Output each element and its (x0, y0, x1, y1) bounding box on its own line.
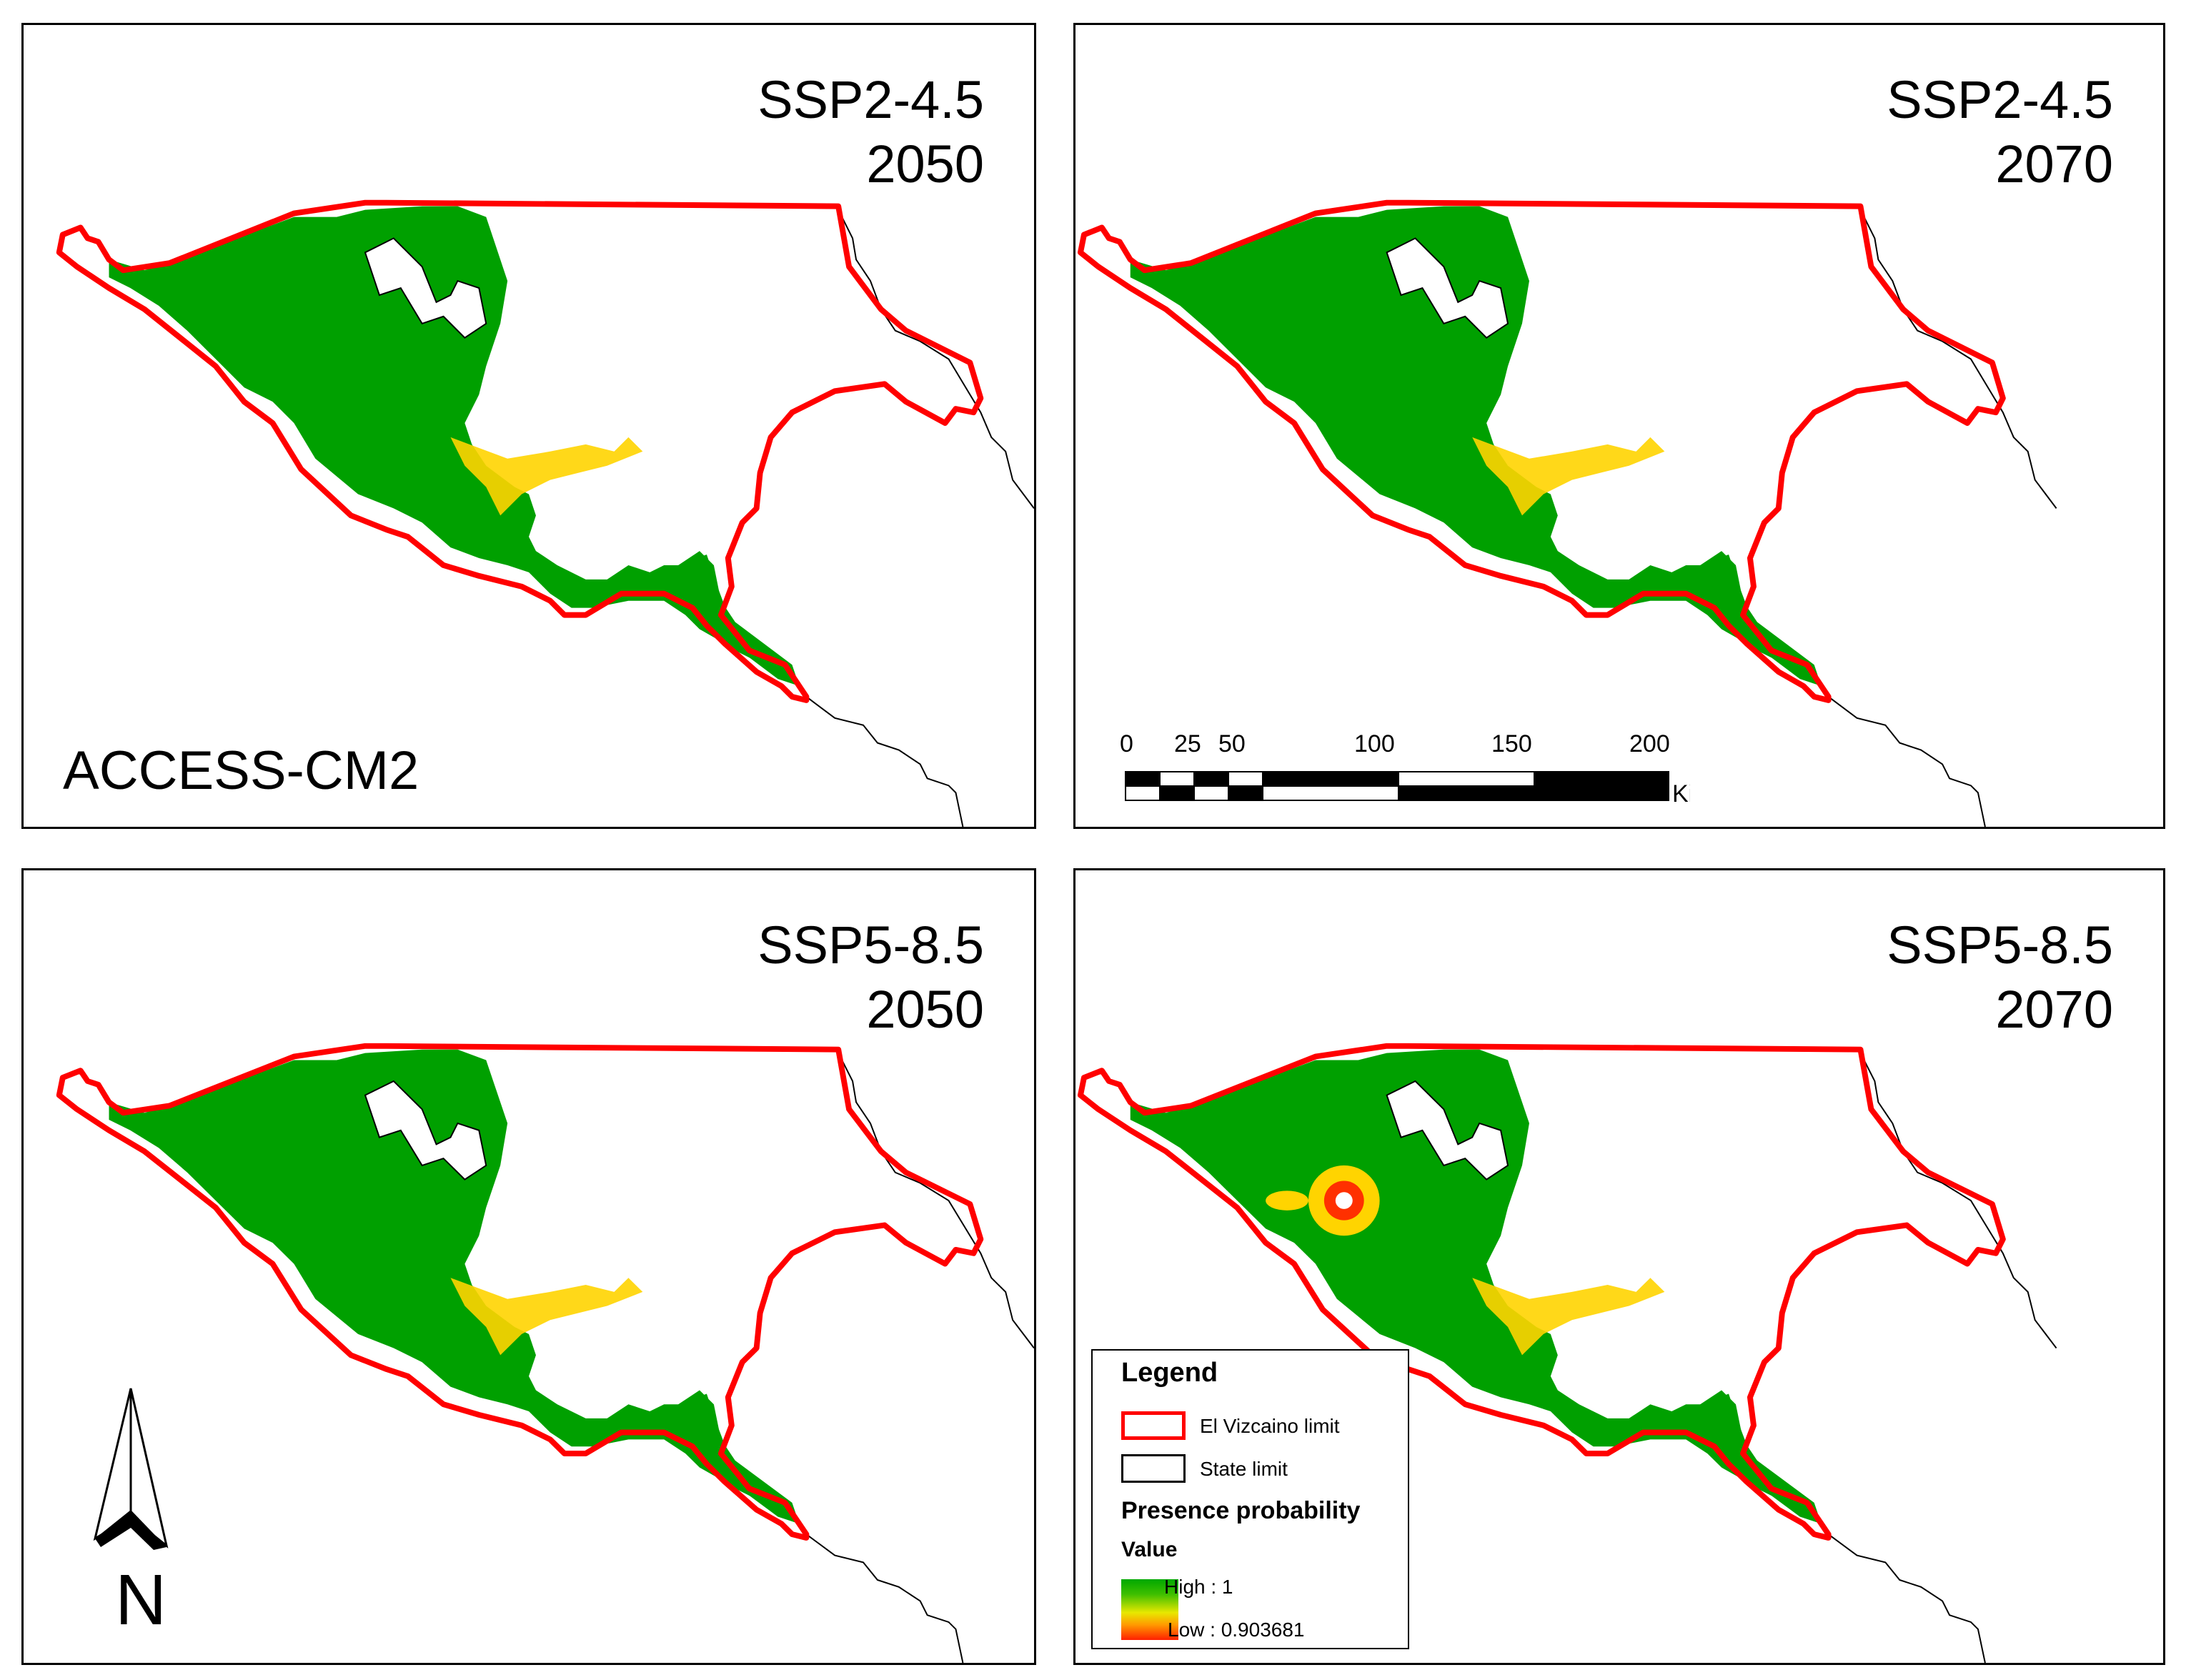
habitat-area (109, 1049, 800, 1524)
map-panel-ssp585-2070: SSP5-8.5 2070 Legend El Vizcaino limit S… (1073, 868, 2165, 1665)
map-area (56, 1043, 1034, 1663)
low-probability-edge (450, 1278, 643, 1356)
map-layers (1077, 199, 2057, 827)
low-probability-edge (1472, 437, 1665, 516)
lagoon (364, 237, 487, 339)
state-limit-line (1828, 1534, 1986, 1663)
map-layers (56, 1043, 1034, 1663)
state-limit-line (1863, 1060, 2057, 1349)
scenario-year: 2070 (1995, 134, 2113, 194)
state-limit-line (1863, 217, 2057, 509)
map-panel-ssp245-2070: SSP2-4.5 2070 0 25 50 100 150 200 Kilome… (1073, 23, 2165, 829)
scenario-name: SSP5-8.5 (757, 915, 984, 975)
map-panel-ssp585-2050: SSP5-8.5 2050 N (21, 868, 1036, 1665)
vizcaino-limit-line (56, 1043, 984, 1541)
state-limit-line (841, 217, 1034, 509)
state-limit-label: State limit (1200, 1458, 1288, 1480)
north-label: N (115, 1560, 167, 1639)
scenario-year: 2070 (1995, 980, 2113, 1039)
map-area (1077, 199, 2057, 827)
lagoon (1386, 1080, 1509, 1181)
vizcaino-limit-line (56, 199, 984, 703)
state-limit-line (805, 696, 964, 827)
hotspot-west (1266, 1191, 1308, 1211)
legend: Legend El Vizcaino limit State limit Pre… (1091, 1349, 1409, 1649)
legend-title: Legend (1121, 1358, 1218, 1388)
scale-tick-label: 100 (1354, 730, 1395, 757)
state-limit-line (805, 1534, 964, 1663)
lagoon (1386, 237, 1509, 339)
state-limit-line (841, 1060, 1034, 1349)
scenario-year: 2050 (866, 980, 984, 1039)
scenario-label: SSP2-4.5 2070 (1887, 68, 2113, 197)
scenario-name: SSP2-4.5 (757, 70, 984, 129)
state-limit-line (1828, 696, 1986, 827)
scenario-label: SSP5-8.5 2070 (1887, 913, 2113, 1042)
scale-tick-label: 50 (1218, 730, 1246, 757)
vizcaino-limit-label: El Vizcaino limit (1200, 1415, 1340, 1437)
scenario-name: SSP2-4.5 (1887, 70, 2113, 129)
map-panel-ssp245-2050: SSP2-4.5 2050 ACCESS-CM2 (21, 23, 1036, 829)
habitat-area (1130, 1049, 1822, 1524)
scenario-label: SSP5-8.5 2050 (757, 913, 984, 1042)
scale-tick-label: 200 (1629, 730, 1670, 757)
scale-bar: 0 25 50 100 150 200 Kilometers (1120, 730, 1690, 807)
model-label: ACCESS-CM2 (63, 740, 419, 801)
lagoon (364, 1080, 487, 1181)
low-label: Low : 0.903681 (1168, 1619, 1305, 1641)
scenario-label: SSP2-4.5 2050 (757, 68, 984, 197)
high-label: High : 1 (1164, 1576, 1233, 1598)
vizcaino-limit-line (1077, 199, 2006, 703)
habitat-area (1130, 206, 1822, 687)
scenario-name: SSP5-8.5 (1887, 915, 2113, 975)
habitat-area (109, 206, 800, 687)
probability-gradient (1121, 1579, 1178, 1640)
map-area (56, 199, 1034, 827)
scale-tick-label: 150 (1491, 730, 1532, 757)
state-limit-swatch (1121, 1454, 1186, 1483)
scale-unit: Kilometers (1672, 780, 1690, 807)
map-layers (56, 199, 1034, 827)
raster-title: Presence probability (1121, 1497, 1361, 1524)
scale-tick-label: 25 (1174, 730, 1201, 757)
low-probability-edge (1472, 1278, 1665, 1356)
scenario-year: 2050 (866, 134, 984, 194)
north-arrow-icon: N (93, 1388, 169, 1639)
hotspot-center (1335, 1192, 1353, 1209)
scale-tick-label: 0 (1120, 730, 1133, 757)
low-probability-edge (450, 437, 643, 516)
vizcaino-limit-swatch (1121, 1411, 1186, 1440)
value-label: Value (1121, 1538, 1178, 1561)
